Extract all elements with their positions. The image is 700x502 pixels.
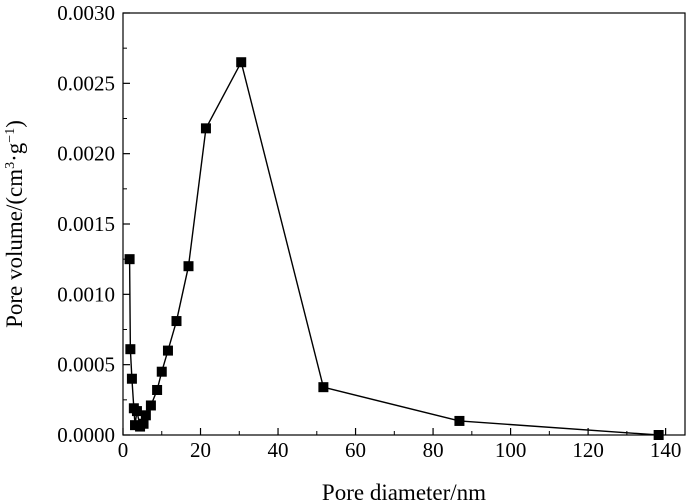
- data-point-marker: [140, 410, 151, 421]
- x-tick-label: 20: [190, 438, 211, 462]
- data-point-marker: [156, 366, 167, 377]
- data-point-marker: [131, 406, 142, 417]
- x-tick-label: 60: [345, 438, 366, 462]
- data-point-marker: [145, 400, 156, 411]
- x-tick-label: 120: [572, 438, 604, 462]
- y-tick-label: 0.0000: [57, 423, 115, 447]
- data-point-marker: [200, 123, 211, 134]
- data-point-marker: [183, 261, 194, 272]
- y-tick-label: 0.0015: [57, 212, 115, 236]
- x-tick-labels: 0 20 40 60 80 100 120 140: [118, 438, 682, 462]
- data-point-marker: [125, 344, 136, 355]
- data-series: [124, 57, 664, 440]
- data-point-marker: [318, 382, 329, 393]
- x-tick-label: 140: [650, 438, 682, 462]
- x-tick-label: 80: [423, 438, 444, 462]
- y-tick-labels: 0.0000 0.0005 0.0010 0.0015 0.0020 0.0025 0.00…: [57, 1, 115, 447]
- data-point-marker: [130, 420, 141, 431]
- x-axis-title: Pore diameter/nm: [322, 480, 486, 502]
- plot-frame: [122, 12, 686, 436]
- y-tick-label: 0.0005: [57, 353, 115, 377]
- y-tick-label: 0.0010: [57, 282, 115, 306]
- axis-ticks: [122, 12, 667, 436]
- data-point-marker: [138, 418, 149, 429]
- y-tick-label: 0.0030: [57, 1, 115, 25]
- x-tick-label: 0: [118, 438, 129, 462]
- data-point-marker: [454, 415, 465, 426]
- data-point-marker: [171, 316, 182, 327]
- x-tick-label: 100: [495, 438, 527, 462]
- data-point-marker: [152, 384, 163, 395]
- y-tick-label: 0.0025: [57, 71, 115, 95]
- x-tick-label: 40: [268, 438, 289, 462]
- series-line: [128, 61, 659, 436]
- data-point-marker: [162, 345, 173, 356]
- data-point-marker: [126, 373, 137, 384]
- y-tick-label: 0.0020: [57, 142, 115, 166]
- data-point-marker: [124, 254, 135, 265]
- data-point-marker: [236, 57, 247, 68]
- data-point-marker: [653, 430, 664, 440]
- y-axis-title: Pore volume/(cm3·g−1): [2, 120, 27, 328]
